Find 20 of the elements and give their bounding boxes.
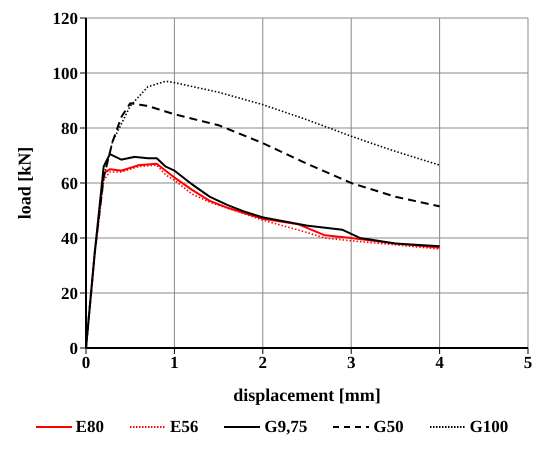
- y-tick-label: 0: [70, 339, 78, 358]
- y-tick-label: 120: [52, 9, 78, 28]
- x-axis-title: displacement [mm]: [233, 385, 381, 405]
- y-tick-label: 80: [61, 119, 78, 138]
- x-tick-label: 0: [82, 353, 90, 372]
- x-tick-label: 4: [435, 353, 444, 372]
- y-axis-title: load [kN]: [14, 146, 34, 220]
- x-tick-label: 5: [524, 353, 532, 372]
- legend-label: G9,75: [264, 417, 308, 437]
- y-tick-label: 20: [61, 284, 78, 304]
- y-tick-label: 60: [61, 174, 78, 194]
- legend-label: G100: [470, 417, 508, 437]
- legend-label: G50: [373, 417, 404, 437]
- legend-label: E56: [170, 417, 198, 437]
- x-tick-label: 1: [170, 353, 179, 372]
- y-tick-label: 100: [52, 64, 78, 84]
- x-tick-label: 3: [346, 353, 356, 372]
- legend-label: E80: [76, 417, 104, 437]
- y-tick-label: 40: [61, 229, 78, 248]
- x-tick-label: 2: [258, 353, 268, 372]
